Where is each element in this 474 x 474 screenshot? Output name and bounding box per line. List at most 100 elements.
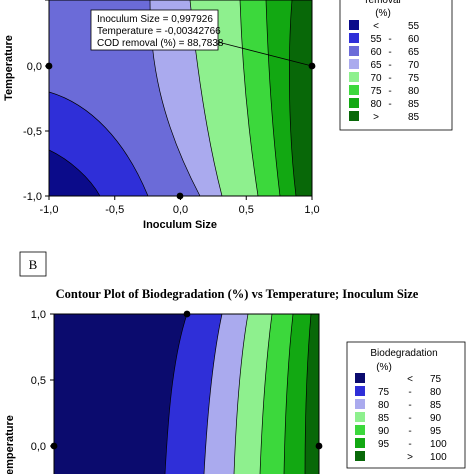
panel-a-tooltip-leader xyxy=(217,41,313,67)
panel-a-legend-row: < 55 xyxy=(349,20,420,32)
panel-a-legend-lo: 75 xyxy=(370,86,382,97)
panel-a-legend-hi: 60 xyxy=(408,34,420,45)
panel-b-contour-lines xyxy=(164,314,312,474)
panel-a-legend-row: > 85 xyxy=(349,111,420,123)
panel-b-legend-swatch xyxy=(355,438,365,448)
panel-a-legend-hi: 70 xyxy=(408,60,420,71)
panel-b-y-axis-label: Temperature xyxy=(4,415,16,474)
panel-a-legend-row: 75 - 80 xyxy=(349,85,420,97)
panel-b-legend-hi: 85 xyxy=(430,400,442,411)
panel-a-legend-swatch xyxy=(349,46,359,56)
panel-a-y-tick-label: -0,5 xyxy=(23,126,42,138)
panel-b-legend-row: < 75 xyxy=(355,373,442,385)
panel-b-legend-hi: 100 xyxy=(430,452,447,463)
panel-a-legend-row: 65 - 70 xyxy=(349,59,420,71)
panel-a-legend-dash: - xyxy=(388,60,391,71)
panel-a-legend-row: 80 - 85 xyxy=(349,98,420,110)
panel-b-legend-hi: 100 xyxy=(430,439,447,450)
panel-b-legend-dash: - xyxy=(408,426,411,437)
panel-a-legend-swatch xyxy=(349,20,359,30)
panel-a-legend-hi: 85 xyxy=(408,99,420,110)
panel-b-legend-swatch xyxy=(355,451,365,461)
panel-b-legend-lo: 80 xyxy=(378,400,390,411)
panel-b-y-tick-label: 0,5 xyxy=(31,375,46,387)
panel-a-tooltip-line1: Inoculum Size = 0,997926 xyxy=(97,14,213,25)
panel-a-legend-unit: (%) xyxy=(375,8,391,19)
panel-b-legend-row: > 100 xyxy=(355,451,447,463)
panel-b-legend-title: Biodegradation xyxy=(370,348,437,359)
panel-a-legend-lo: 60 xyxy=(370,47,382,58)
panel-b-y-tick-label: 0,0 xyxy=(31,441,46,453)
panel-b-legend-swatch xyxy=(355,412,365,422)
panel-a-y-axis-label: Temperature xyxy=(3,35,15,101)
panel-b-legend-hi: 90 xyxy=(430,413,442,424)
panel-b-legend-swatch xyxy=(355,425,365,435)
panel-a-legend-dash: - xyxy=(388,99,391,110)
panel-b-legend-swatch xyxy=(355,386,365,396)
panel-b-legend-row: 80 - 85 xyxy=(355,399,442,411)
panel-b-legend-swatch xyxy=(355,399,365,409)
panel-a-legend-dash: - xyxy=(388,73,391,84)
panel-a-x-tick-label: -1,0 xyxy=(40,204,59,216)
panel-b-legend-unit: (%) xyxy=(376,362,392,373)
panel-a-x-axis-label: Inoculum Size xyxy=(143,219,217,231)
panel-a-legend-lo: 65 xyxy=(370,60,382,71)
panel-a-x-tick-marks xyxy=(48,196,313,200)
panel-a-region-gt-85 xyxy=(289,0,312,196)
panel-a-legend-swatch xyxy=(349,59,359,69)
panel-b-legend-row: 90 - 95 xyxy=(355,425,442,437)
panel-b-legend-row: 95 - 100 xyxy=(355,438,447,450)
panel-b-legend-dash: - xyxy=(408,413,411,424)
panel-a-legend-swatch xyxy=(349,33,359,43)
panel-a-legend-lo: < xyxy=(373,21,379,32)
panel-a-region-lt-55 xyxy=(49,150,100,196)
panel-a-legend-row: 70 - 75 xyxy=(349,72,420,84)
panel-b-legend: Biodegradation (%) < 75 75 - 80 80 - 85 xyxy=(346,341,466,469)
panel-a-legend-hi: 55 xyxy=(408,21,420,32)
panel-a-legend: removal (%) < 55 55 - 60 60 - 65 65 xyxy=(339,0,453,131)
panel-a-legend-dash: - xyxy=(388,47,391,58)
panel-a-legend-dash: - xyxy=(388,86,391,97)
panel-b-legend-lo: 90 xyxy=(378,426,390,437)
panel-a-legend-swatch xyxy=(349,72,359,82)
panel-b-legend-lo: 85 xyxy=(378,413,390,424)
panel-b-legend-hi: 95 xyxy=(430,426,442,437)
panel-b-legend-lo: > xyxy=(407,452,413,463)
panel-b-y-tick-label: 1,0 xyxy=(31,309,46,321)
panel-b-contour-regions xyxy=(54,314,319,474)
panel-a-legend-swatch xyxy=(349,98,359,108)
panel-a-tooltip-box xyxy=(90,9,219,51)
panel-b-legend-dash: - xyxy=(408,387,411,398)
panel-b-design-point xyxy=(183,310,191,318)
panel-b-legend-dash: - xyxy=(408,439,411,450)
panel-a-legend-lo: > xyxy=(373,112,379,123)
panel-a-legend-row: 60 - 65 xyxy=(349,46,420,58)
panel-b-legend-lo: 75 xyxy=(378,387,390,398)
panel-a-legend-row: 55 - 60 xyxy=(349,33,420,45)
panel-b-region-gt-100 xyxy=(305,314,319,474)
panel-a-x-tick-label: 0,0 xyxy=(173,204,188,216)
panel-a-x-tick-label: 1,0 xyxy=(304,204,319,216)
panel-a-legend-title: removal xyxy=(365,0,401,6)
panel-a-legend-lo: 80 xyxy=(370,99,382,110)
panel-b: B Contour Plot of Biodegradation (%) vs … xyxy=(4,251,466,474)
panel-a-legend-hi: 65 xyxy=(408,47,420,58)
panel-b-legend-lo: 95 xyxy=(378,439,390,450)
panel-a-legend-lo: 55 xyxy=(370,34,382,45)
panel-b-legend-swatch xyxy=(355,373,365,383)
panel-b-design-point xyxy=(315,442,323,450)
panel-b-legend-lo: < xyxy=(407,374,413,385)
panel-b-y-tick-marks xyxy=(50,313,54,447)
panel-b-legend-row: 85 - 90 xyxy=(355,412,442,424)
panel-a-x-tick-label: -0,5 xyxy=(105,204,124,216)
panel-a-legend-lo: 70 xyxy=(370,73,382,84)
panel-b-legend-dash: - xyxy=(408,400,411,411)
panel-a-legend-hi: 75 xyxy=(408,73,420,84)
panel-a-legend-hi: 85 xyxy=(408,112,420,123)
panel-b-legend-row: 75 - 80 xyxy=(355,386,442,398)
panel-a-x-tick-label: 0,5 xyxy=(239,204,254,216)
panel-a-legend-dash: - xyxy=(388,34,391,45)
panel-b-legend-hi: 80 xyxy=(430,387,442,398)
panel-a-y-tick-label: -1,0 xyxy=(23,191,42,203)
